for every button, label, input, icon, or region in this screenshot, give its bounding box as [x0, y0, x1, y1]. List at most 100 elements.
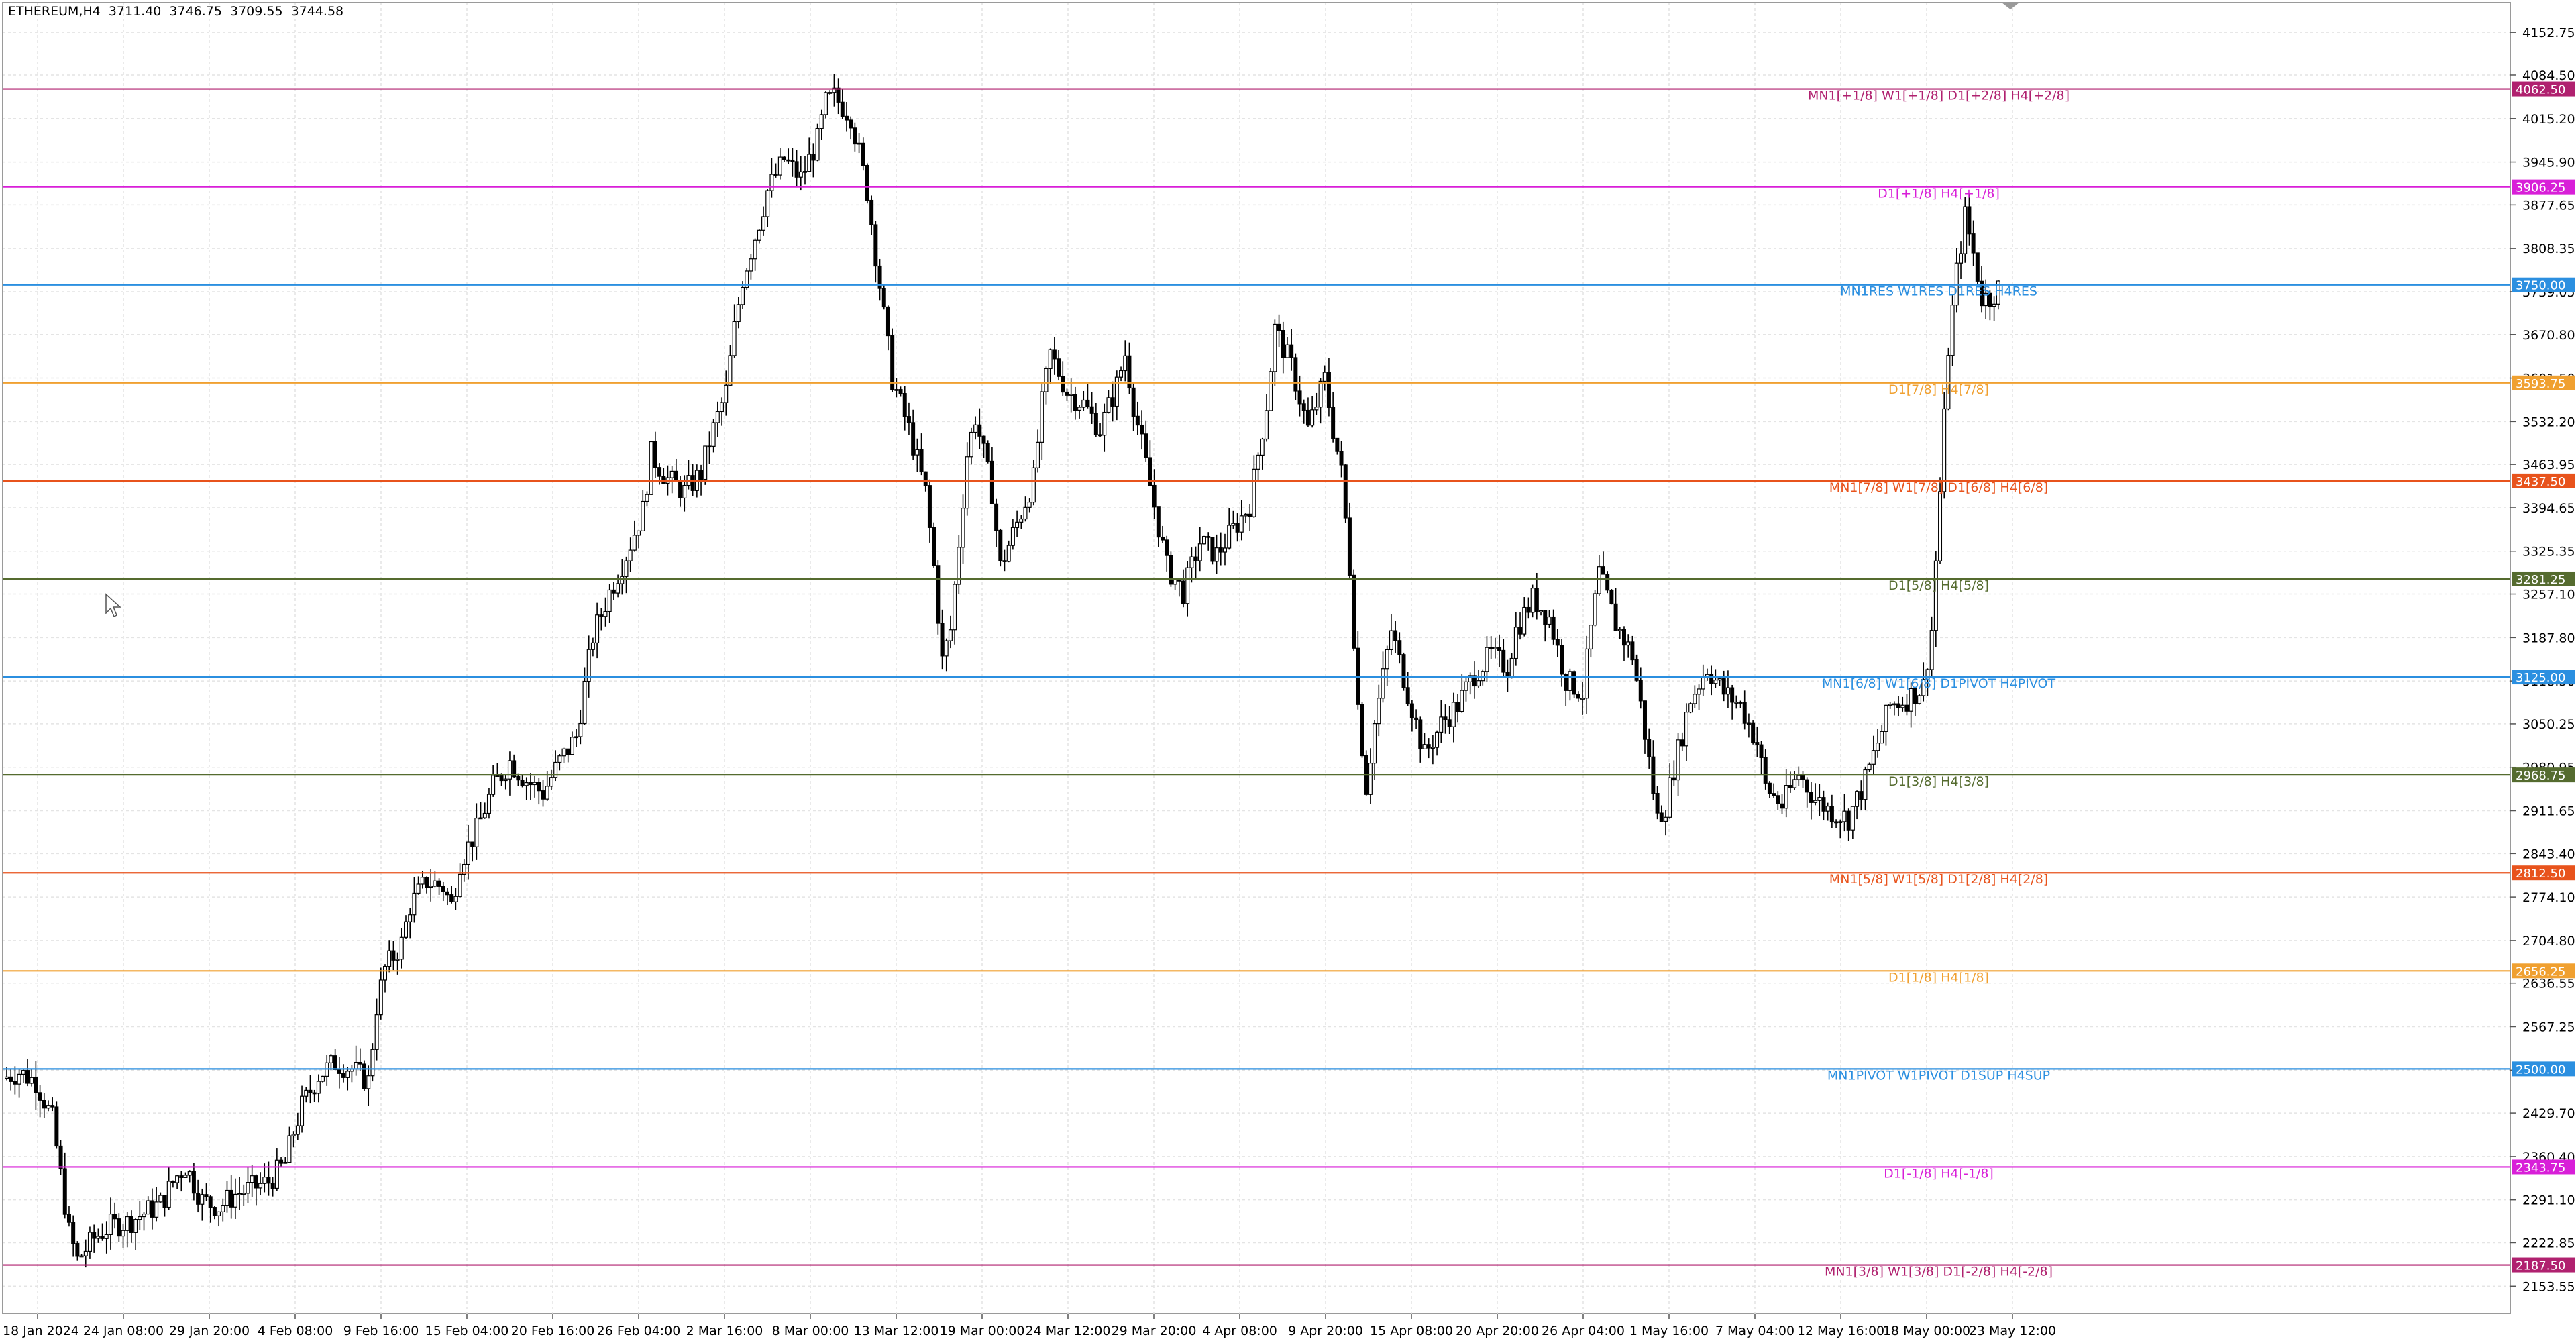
y-tick-label: 3325.35 — [2522, 545, 2575, 559]
candle-body — [466, 841, 470, 865]
candle-body — [241, 1193, 246, 1195]
candle-body — [138, 1216, 142, 1220]
candle-body — [973, 424, 978, 433]
chart-shift-marker-icon[interactable] — [2002, 3, 2019, 9]
candle-body — [1975, 252, 1980, 282]
candle-body — [798, 171, 803, 178]
candle-body — [745, 270, 749, 288]
candle-body — [919, 449, 924, 472]
candle-body — [420, 877, 425, 885]
candle-body — [1892, 703, 1896, 706]
candle-body — [129, 1216, 133, 1233]
y-tick-label: 3187.80 — [2522, 631, 2575, 645]
candle-body — [1805, 779, 1809, 793]
candle-body — [104, 1234, 109, 1239]
candle-body — [906, 416, 911, 423]
candle-body — [34, 1077, 38, 1093]
price-tag — [2512, 767, 2575, 783]
candle-body — [994, 503, 999, 531]
candle-body — [961, 507, 965, 548]
candle-body — [1621, 629, 1626, 646]
candle-body — [204, 1194, 209, 1197]
candle-body — [1131, 387, 1136, 417]
candle-body — [262, 1177, 267, 1184]
candle-body — [1447, 719, 1452, 727]
candle-body — [657, 467, 662, 477]
candle-body — [1904, 704, 1909, 712]
candle-body — [345, 1071, 350, 1078]
candle-body — [1518, 627, 1523, 635]
candle-body — [661, 476, 666, 484]
candle-body — [1813, 800, 1818, 803]
candle-body — [1460, 690, 1464, 712]
candle-body — [1002, 560, 1007, 562]
candle-body — [1876, 743, 1880, 751]
candle-body — [1693, 694, 1697, 704]
candle-body — [125, 1216, 129, 1231]
candle-body — [1776, 795, 1780, 804]
candle-body — [1123, 355, 1128, 372]
candle-body — [1734, 702, 1739, 704]
price-tag — [2512, 179, 2575, 195]
candle-body — [54, 1106, 59, 1147]
candle-body — [1065, 391, 1069, 396]
candle-body — [566, 748, 570, 755]
candle-body — [902, 393, 907, 417]
candle-body — [196, 1193, 201, 1205]
price-tag-label: 4062.50 — [2516, 83, 2565, 97]
candle-body — [840, 101, 845, 117]
candle-body — [233, 1193, 237, 1208]
candle-body — [229, 1189, 233, 1208]
candle-body — [711, 422, 716, 447]
candle-body — [620, 576, 625, 584]
candle-body — [1992, 303, 1996, 307]
candle-body — [1485, 647, 1489, 672]
x-tick-label: 2 Mar 16:00 — [686, 1324, 763, 1338]
candle-body — [948, 629, 953, 641]
candle-body — [773, 174, 778, 176]
symbol-label: ETHEREUM,H4 — [8, 4, 101, 19]
candle-body — [1684, 712, 1688, 747]
candle-body — [853, 127, 857, 145]
x-tick-label: 4 Apr 08:00 — [1202, 1324, 1277, 1338]
candle-body — [1880, 731, 1884, 744]
candle-body — [1161, 536, 1165, 541]
candle-body — [75, 1243, 80, 1257]
candle-body — [1326, 372, 1331, 408]
candle-body — [678, 481, 683, 499]
candle-body — [1896, 703, 1901, 708]
candle-body — [1235, 523, 1240, 533]
y-tick-label: 3808.35 — [2522, 242, 2575, 256]
candle-body — [537, 782, 541, 792]
candle-body — [1301, 403, 1306, 411]
candle-body — [1792, 779, 1797, 788]
candle-body — [1713, 680, 1718, 684]
candle-body — [1555, 639, 1560, 646]
candle-body — [1339, 451, 1344, 466]
candle-body — [30, 1077, 34, 1084]
candle-body — [50, 1105, 55, 1108]
candle-body — [828, 92, 833, 94]
candle-body — [399, 936, 404, 960]
candle-body — [849, 119, 853, 129]
candle-body — [208, 1196, 213, 1208]
candle-body — [1863, 769, 1868, 800]
candle-body — [1010, 527, 1015, 546]
candle-body — [1439, 716, 1444, 733]
y-tick-label: 2636.55 — [2522, 977, 2575, 992]
candle-body — [769, 174, 774, 191]
candle-body — [724, 384, 729, 403]
candle-body — [113, 1213, 117, 1220]
candle-body — [1509, 657, 1514, 678]
candle-body — [1821, 797, 1826, 812]
candle-body — [1385, 649, 1389, 670]
candle-body — [1638, 680, 1643, 702]
candle-body — [1264, 410, 1269, 440]
candle-body — [1389, 630, 1393, 650]
candle-body — [682, 484, 687, 499]
candle-body — [1867, 763, 1872, 771]
candle-body — [715, 411, 720, 423]
candle-body — [1281, 330, 1285, 358]
candle-body — [1855, 791, 1860, 807]
